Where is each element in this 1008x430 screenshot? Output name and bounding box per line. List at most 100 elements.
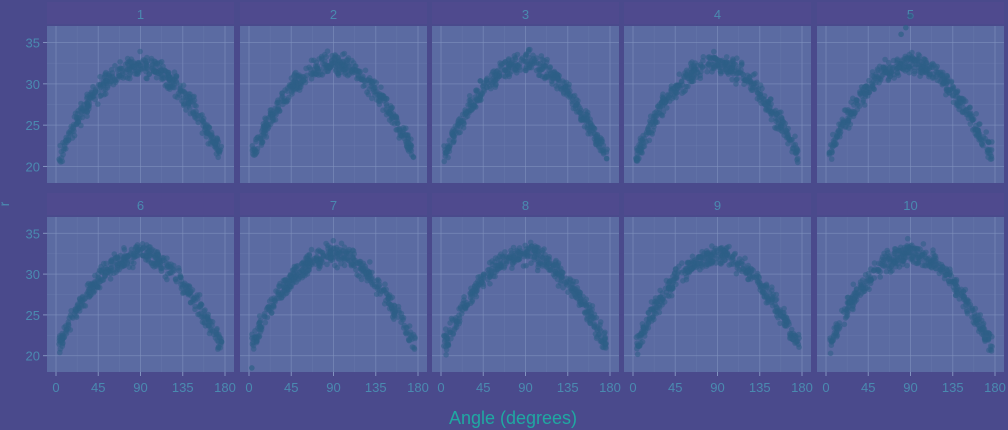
data-point <box>555 81 561 87</box>
data-point <box>190 111 197 117</box>
data-point <box>343 57 350 63</box>
data-point <box>527 245 533 251</box>
data-point <box>205 130 211 136</box>
data-point <box>159 265 165 272</box>
data-point <box>589 303 596 309</box>
y-tick-label: 25 <box>26 118 40 133</box>
data-point <box>948 278 954 285</box>
data-point <box>576 302 583 309</box>
data-point <box>174 94 181 101</box>
data-point <box>500 259 507 265</box>
data-point <box>195 112 201 119</box>
data-point <box>471 285 478 292</box>
data-point <box>570 96 576 103</box>
data-point <box>396 126 403 133</box>
data-point <box>66 137 72 143</box>
data-point <box>324 48 331 54</box>
data-point <box>330 237 337 244</box>
data-point <box>337 69 344 76</box>
data-point <box>452 325 458 331</box>
data-point <box>409 344 416 350</box>
data-point <box>476 96 483 103</box>
data-point <box>531 254 537 261</box>
grid-lines <box>817 217 1004 372</box>
data-point <box>473 87 480 93</box>
data-point <box>89 285 96 292</box>
data-point <box>878 73 885 79</box>
data-point <box>441 158 448 165</box>
data-point <box>360 73 366 80</box>
data-point <box>149 262 156 269</box>
data-point <box>861 102 868 108</box>
data-point <box>931 257 937 264</box>
data-point <box>494 67 501 74</box>
data-point <box>218 338 225 345</box>
data-point <box>983 129 989 135</box>
data-point <box>194 296 201 302</box>
data-point <box>308 246 315 253</box>
data-point <box>180 95 186 101</box>
data-point <box>102 265 109 271</box>
data-point <box>880 263 887 269</box>
data-point <box>959 108 966 115</box>
data-point <box>583 303 589 309</box>
data-point <box>347 251 354 257</box>
data-point <box>403 325 409 331</box>
data-point <box>107 78 113 84</box>
data-point <box>553 262 559 268</box>
data-point <box>664 292 670 299</box>
data-point <box>487 281 493 287</box>
data-point <box>180 82 187 89</box>
data-point <box>544 258 550 265</box>
data-point <box>747 269 753 276</box>
facet-panel-7: 7 <box>240 193 427 372</box>
data-point <box>653 304 659 311</box>
data-point <box>733 81 739 87</box>
data-point <box>394 120 401 127</box>
data-point <box>276 295 282 302</box>
data-point <box>781 305 787 312</box>
data-point <box>324 261 330 268</box>
data-point <box>983 330 989 336</box>
data-point <box>455 122 461 129</box>
data-point <box>969 116 976 123</box>
data-point <box>904 247 911 254</box>
x-tick-label: 90 <box>518 380 532 395</box>
data-point <box>257 136 264 142</box>
data-point <box>263 116 269 123</box>
data-point <box>342 67 348 73</box>
x-tick-label: 0 <box>822 380 829 395</box>
data-point <box>758 284 764 291</box>
data-point <box>765 299 771 306</box>
data-point <box>547 71 554 77</box>
data-point <box>763 294 770 301</box>
data-point <box>126 67 133 73</box>
x-tick-label: 45 <box>861 380 875 395</box>
data-point <box>202 319 208 326</box>
data-point <box>494 263 500 270</box>
data-point <box>258 326 265 333</box>
data-point <box>730 56 736 62</box>
data-point <box>796 335 802 341</box>
data-point <box>894 57 900 64</box>
data-point <box>455 117 462 123</box>
facet-strip-label: 3 <box>522 7 529 22</box>
data-point <box>636 145 643 152</box>
data-point <box>396 309 403 316</box>
data-point <box>735 70 741 77</box>
data-point <box>547 267 554 273</box>
data-point <box>446 137 453 144</box>
data-point <box>148 63 155 69</box>
data-point <box>127 75 133 82</box>
data-point <box>920 241 927 247</box>
data-point <box>644 126 651 132</box>
data-point <box>890 64 896 71</box>
data-point <box>583 116 590 122</box>
data-point <box>351 263 358 270</box>
data-point <box>456 312 462 319</box>
data-point <box>349 70 356 76</box>
data-point <box>178 278 185 284</box>
data-point <box>404 329 410 336</box>
data-point <box>733 270 740 277</box>
data-point <box>463 110 470 117</box>
